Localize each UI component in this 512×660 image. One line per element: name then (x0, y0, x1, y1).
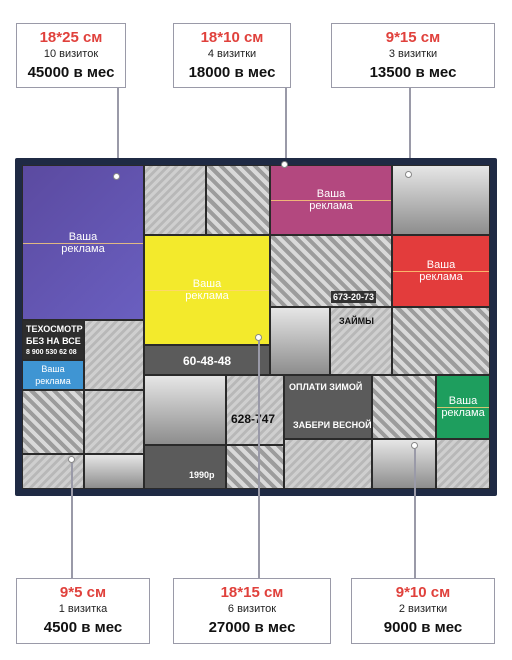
business-card: 673-20-73 (270, 235, 392, 307)
business-card: ОПЛАТИ ЗИМОЙ ЗАБЕРИ ВЕСНОЙ (284, 375, 372, 439)
business-card: ТЕХОСМОТР БЕЗ НА ВСЕ 8 900 530 62 08 (22, 320, 84, 360)
ad-text: ТЕХОСМОТР (26, 324, 83, 334)
card-price: 18000 в мес (188, 64, 276, 81)
price-card-18x10: 18*10 см 4 визитки 18000 в мес (173, 23, 291, 88)
price-card-9x15: 9*15 см 3 визитки 13500 в мес (331, 23, 495, 88)
ad-slot-label: Ваша (316, 188, 346, 200)
marker-dot (281, 161, 288, 168)
ad-text: ЗАБЕРИ ВЕСНОЙ (293, 420, 372, 430)
marker-dot (68, 456, 75, 463)
ad-slot-9x5: Ваша реклама (22, 360, 84, 390)
ad-slot-label: реклама (61, 242, 105, 255)
card-size: 18*15 см (220, 584, 284, 601)
connector-line (414, 449, 416, 578)
card-size: 9*10 см (395, 584, 451, 601)
ad-slot-label: реклама (185, 290, 229, 302)
marker-dot (255, 334, 262, 341)
business-card (84, 320, 144, 390)
ad-slot-9x10: Ваша реклама (392, 235, 490, 307)
ad-slot-label: реклама (419, 271, 463, 283)
ad-slot-18x25: Ваша реклама (22, 165, 144, 320)
card-count: 1 визитка (58, 603, 108, 615)
ad-slot-label: Ваша (426, 259, 456, 271)
ad-slot-label: реклама (309, 200, 353, 212)
business-card: ЗАЙМЫ (330, 307, 392, 375)
business-card (206, 165, 270, 235)
business-card (284, 439, 372, 489)
ad-text: ОПЛАТИ ЗИМОЙ (289, 382, 363, 392)
business-card (84, 454, 144, 489)
ad-slot-label: реклама (441, 407, 485, 419)
card-size: 9*5 см (59, 584, 107, 601)
price-card-18x15: 18*15 см 6 визиток 27000 в мес (173, 578, 331, 644)
connector-line (285, 88, 287, 164)
ad-text: ЗАЙМЫ (339, 316, 374, 326)
business-card (270, 307, 330, 375)
marker-dot (405, 171, 412, 178)
business-card (392, 307, 490, 375)
card-price: 45000 в мес (27, 64, 115, 81)
card-price: 4500 в мес (43, 619, 123, 636)
ad-slot-label: реклама (35, 376, 71, 386)
business-card (144, 375, 226, 445)
price-card-18x25: 18*25 см 10 визиток 45000 в мес (16, 23, 126, 88)
ad-board: Ваша реклама Ваша реклама Ваша реклама 6… (15, 158, 497, 496)
card-size: 18*10 см (200, 29, 264, 46)
card-count: 2 визитки (398, 603, 448, 615)
business-card (372, 375, 436, 439)
ad-slot-label: Ваша (448, 395, 478, 407)
ad-text: 628-747 (231, 412, 276, 426)
ad-text: БЕЗ НА ВСЕ (26, 336, 81, 346)
business-card (84, 390, 144, 454)
business-card: 60-48-48 (144, 345, 270, 375)
business-card (436, 439, 490, 489)
business-card (226, 445, 284, 489)
card-price: 13500 в мес (369, 64, 457, 81)
ad-wall: Ваша реклама Ваша реклама Ваша реклама 6… (22, 165, 490, 489)
card-count: 3 визитки (388, 48, 438, 60)
connector-line (258, 341, 260, 578)
ad-slot-label: Ваша (68, 230, 98, 243)
business-card (22, 390, 84, 454)
price-card-9x10: 9*10 см 2 визитки 9000 в мес (351, 578, 495, 644)
business-card: 628-747 (226, 375, 284, 445)
marker-dot (411, 442, 418, 449)
business-card: 1990р (144, 445, 226, 489)
card-size: 9*15 см (385, 29, 441, 46)
connector-line (71, 463, 73, 578)
connector-line (409, 88, 411, 174)
business-card (372, 439, 436, 489)
business-card (144, 165, 206, 235)
ad-slot-label: Ваша (192, 278, 222, 290)
ad-text: 673-20-73 (331, 291, 377, 303)
ad-text: 8 900 530 62 08 (26, 349, 77, 356)
marker-dot (113, 173, 120, 180)
price-card-9x5: 9*5 см 1 визитка 4500 в мес (16, 578, 150, 644)
card-count: 6 визиток (227, 603, 277, 615)
ad-slot-label: Ваша (41, 364, 65, 374)
ad-slot-18x15: Ваша реклама (144, 235, 270, 345)
card-price: 9000 в мес (383, 619, 463, 636)
ad-text: 1990р (189, 470, 215, 480)
card-size: 18*25 см (39, 29, 103, 46)
ad-slot-9x15-green: Ваша реклама (436, 375, 490, 439)
ad-slot-18x10: Ваша реклама (270, 165, 392, 235)
connector-line (117, 88, 119, 176)
card-count: 4 визитки (207, 48, 257, 60)
card-price: 27000 в мес (208, 619, 296, 636)
ad-text: 60-48-48 (183, 354, 232, 368)
card-count: 10 визиток (43, 48, 99, 60)
